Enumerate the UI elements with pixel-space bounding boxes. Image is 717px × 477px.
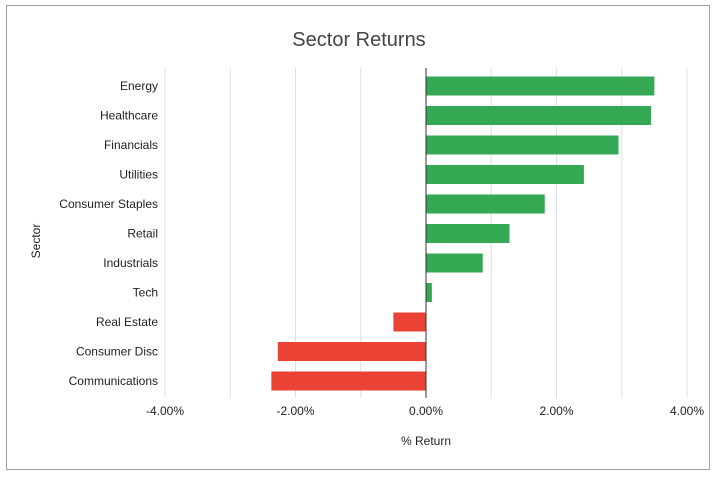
category-label: Tech	[133, 286, 158, 300]
bar-energy	[426, 76, 655, 96]
category-label: Industrials	[103, 256, 158, 270]
bar-communications	[271, 371, 426, 391]
x-axis-title: % Return	[401, 434, 451, 448]
bar-retail	[426, 224, 510, 243]
bar-real-estate	[393, 312, 426, 332]
bar-consumer-disc	[277, 342, 426, 361]
category-label: Communications	[69, 374, 158, 388]
x-tick-label: 4.00%	[670, 404, 704, 418]
bars	[271, 76, 655, 391]
bar-industrials	[426, 253, 483, 273]
category-label: Healthcare	[100, 109, 158, 123]
x-tick-label: -2.00%	[276, 404, 314, 418]
category-labels: Energy Healthcare Financials Utilities Consu…	[59, 79, 158, 388]
category-label: Financials	[104, 138, 158, 152]
category-label: Consumer Staples	[59, 197, 158, 211]
chart-title: Sector Returns	[292, 29, 425, 51]
bar-consumer-staples	[426, 194, 545, 214]
category-label: Energy	[120, 79, 158, 93]
x-tick-label: -4.00%	[146, 404, 184, 418]
x-tick-label: 2.00%	[539, 404, 573, 418]
x-tick-label: 0.00%	[409, 404, 443, 418]
bar-utilities	[426, 165, 584, 184]
y-axis-title: Sector	[29, 224, 43, 259]
x-tick-labels: -4.00% -2.00% 0.00% 2.00% 4.00%	[146, 404, 704, 418]
category-label: Retail	[127, 227, 158, 241]
category-label: Utilities	[119, 168, 158, 182]
category-label: Consumer Disc	[76, 345, 158, 359]
bar-financials	[426, 135, 619, 155]
category-label: Real Estate	[96, 315, 158, 329]
bar-healthcare	[426, 106, 652, 125]
bar-tech	[426, 283, 432, 302]
